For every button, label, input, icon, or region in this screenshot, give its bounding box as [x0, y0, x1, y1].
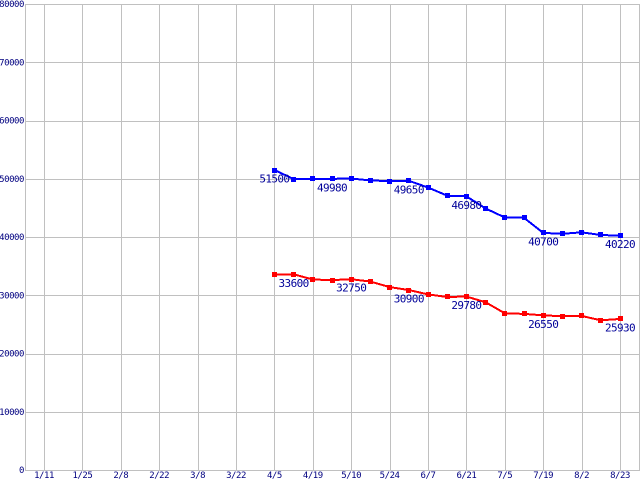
x-tick-label: 5/10 [341, 471, 361, 480]
series-marker-red [541, 313, 546, 318]
y-tick-label: 60000 [0, 117, 24, 127]
series-marker-blue [541, 230, 546, 235]
point-label: 26550 [528, 318, 558, 331]
series-marker-blue [368, 178, 373, 183]
x-tick-label: 8/23 [610, 471, 630, 480]
series-marker-red [368, 279, 373, 284]
y-tick-label: 40000 [0, 233, 24, 243]
series-marker-blue [406, 178, 411, 183]
series-marker-blue [330, 176, 335, 181]
x-tick-label: 4/19 [303, 471, 323, 480]
y-tick-label: 30000 [0, 291, 24, 301]
y-tick-label: 0 [19, 466, 24, 476]
point-label: 40220 [605, 238, 635, 251]
y-tick-label: 10000 [0, 408, 24, 418]
y-tick-label: 80000 [0, 0, 24, 10]
series-marker-blue [426, 185, 431, 190]
series-marker-blue [349, 176, 354, 181]
x-tick-label: 5/24 [380, 471, 400, 480]
series-marker-red [445, 294, 450, 299]
x-tick-label: 3/22 [226, 471, 246, 480]
x-tick-label: 7/19 [533, 471, 553, 480]
x-tick-label: 2/22 [149, 471, 169, 480]
point-label: 51500 [259, 173, 289, 186]
series-marker-red [579, 313, 584, 318]
y-tick-label: 20000 [0, 350, 24, 360]
x-tick-label: 2/8 [113, 471, 128, 480]
y-tick-label: 70000 [0, 58, 24, 68]
y-tick-label: 50000 [0, 175, 24, 185]
series-marker-blue [387, 179, 392, 184]
point-label: 29780 [451, 299, 481, 312]
series-marker-blue [560, 231, 565, 236]
series-marker-red [618, 316, 623, 321]
series-marker-red [426, 292, 431, 297]
x-tick-label: 3/8 [190, 471, 205, 480]
series-marker-blue [272, 168, 277, 173]
x-tick-label: 6/7 [421, 471, 436, 480]
point-label: 30900 [394, 293, 424, 306]
point-label: 49650 [394, 183, 424, 196]
series-marker-red [560, 314, 565, 319]
point-label: 46980 [451, 199, 481, 212]
series-marker-red [349, 277, 354, 282]
series-marker-red [330, 278, 335, 283]
series-marker-blue [464, 194, 469, 199]
series-marker-red [522, 311, 527, 316]
series-marker-blue [445, 193, 450, 198]
series-marker-blue [483, 206, 488, 211]
x-tick-label: 6/21 [456, 471, 476, 480]
series-marker-red [464, 294, 469, 299]
series-marker-red [406, 288, 411, 293]
series-marker-red [272, 272, 277, 277]
series-marker-blue [598, 232, 603, 237]
series-marker-red [291, 272, 296, 277]
series-marker-blue [291, 177, 296, 182]
series-marker-blue [310, 176, 315, 181]
point-label: 49980 [317, 181, 347, 194]
series-marker-red [598, 318, 603, 323]
series-marker-red [483, 300, 488, 305]
series-marker-blue [579, 230, 584, 235]
series-marker-red [310, 277, 315, 282]
series-marker-red [502, 311, 507, 316]
x-tick-label: 1/25 [72, 471, 92, 480]
point-label: 33600 [279, 277, 309, 290]
point-label: 32750 [336, 282, 366, 295]
point-label: 40700 [528, 235, 558, 248]
x-tick-label: 1/11 [34, 471, 54, 480]
x-tick-label: 7/5 [497, 471, 512, 480]
series-marker-blue [522, 215, 527, 220]
series-marker-blue [502, 215, 507, 220]
x-tick-label: 4/5 [267, 471, 282, 480]
x-tick-label: 8/2 [574, 471, 589, 480]
series-marker-red [387, 285, 392, 290]
point-label: 25930 [605, 321, 635, 334]
series-marker-blue [618, 233, 623, 238]
